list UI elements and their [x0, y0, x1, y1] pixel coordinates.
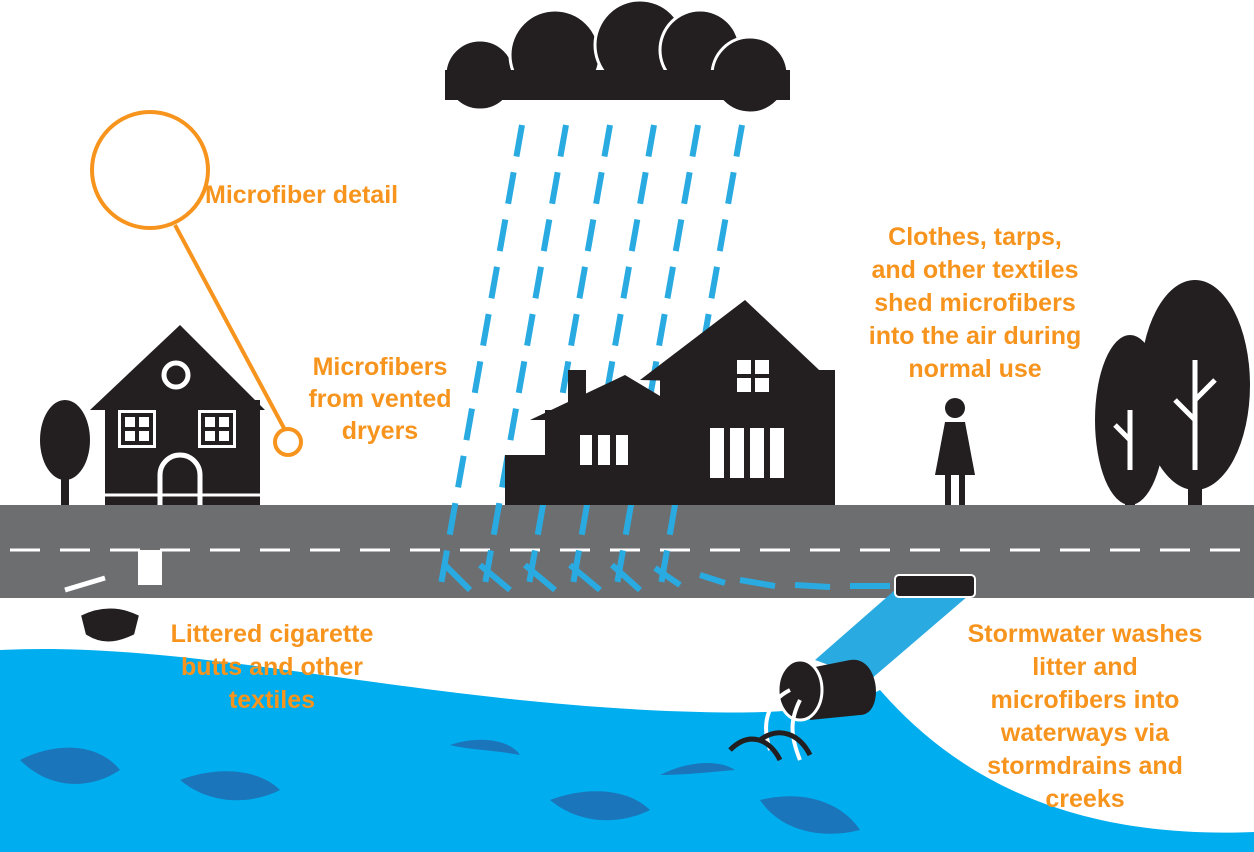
label: Littered cigarette	[171, 620, 374, 648]
house-windows	[580, 360, 784, 478]
label: litter and	[1032, 653, 1138, 681]
litter-icons	[64, 550, 162, 644]
pipe	[728, 658, 877, 762]
clouds	[443, 0, 790, 115]
label: butts and other	[181, 653, 363, 681]
tree-branches	[1113, 360, 1217, 470]
drain-flow	[815, 590, 975, 680]
label: microfibers into	[991, 686, 1180, 714]
label: dryers	[342, 417, 418, 445]
label: Stormwater washes	[968, 620, 1203, 648]
label: textiles	[229, 686, 315, 714]
label: Microfiber detail	[205, 181, 398, 209]
label: Microfibers	[313, 353, 448, 381]
fish	[20, 739, 860, 834]
magnifier	[90, 110, 303, 457]
label: waterways via	[1000, 719, 1170, 747]
label: into the air during	[869, 322, 1082, 350]
rain	[437, 124, 745, 591]
person	[935, 398, 975, 505]
runoff	[442, 562, 890, 593]
tree-left	[40, 400, 90, 505]
house-left	[90, 325, 265, 505]
label: Clothes, tarps,	[888, 223, 1062, 251]
label: normal use	[908, 355, 1041, 383]
water	[0, 648, 1254, 852]
label: stormdrains and	[987, 752, 1183, 780]
label: from vented	[308, 385, 451, 413]
label: creeks	[1045, 785, 1124, 813]
label: and other textiles	[872, 256, 1079, 284]
house-center	[505, 300, 835, 505]
storm-drain	[894, 574, 976, 598]
label: shed microfibers	[874, 289, 1075, 317]
